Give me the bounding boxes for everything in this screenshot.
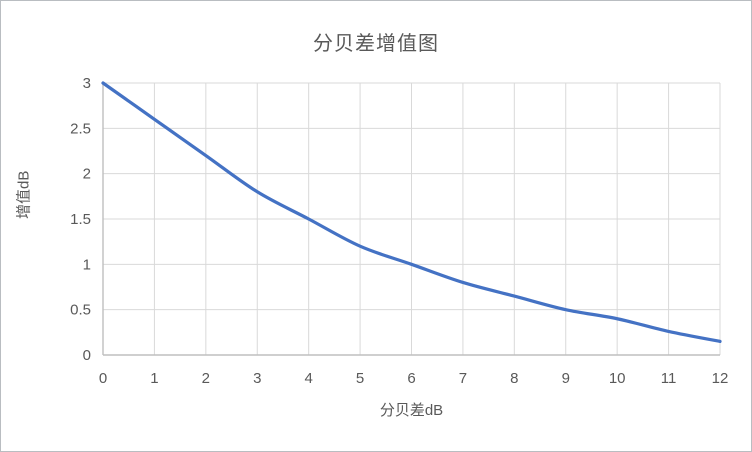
y-tick-label: 2.5 bbox=[70, 120, 91, 137]
x-tick-label: 11 bbox=[661, 370, 677, 387]
x-tick-label: 0 bbox=[99, 370, 107, 387]
x-tick-label: 7 bbox=[459, 370, 467, 387]
x-tick-label: 12 bbox=[712, 370, 729, 387]
y-axis-title-label: 增值dB bbox=[15, 170, 33, 219]
y-tick-label: 1.5 bbox=[70, 211, 91, 228]
x-tick-label: 9 bbox=[562, 370, 570, 387]
x-tick-label: 8 bbox=[510, 370, 518, 387]
x-tick-label: 2 bbox=[202, 370, 210, 387]
series-line bbox=[101, 81, 722, 344]
x-tick-label: 10 bbox=[609, 370, 626, 387]
x-axis-title: 分贝差dB bbox=[379, 402, 444, 419]
y-tick-label: 0.5 bbox=[70, 302, 91, 319]
y-tick-label: 1 bbox=[83, 256, 91, 273]
y-tick-label: 3 bbox=[83, 75, 91, 92]
y-tick-label: 0 bbox=[83, 347, 91, 364]
chart-title: 分贝差增值图 bbox=[313, 33, 439, 55]
x-tick-label: 4 bbox=[304, 370, 312, 387]
y-tick-label: 2 bbox=[83, 166, 91, 183]
x-tick-label: 3 bbox=[253, 370, 261, 387]
x-tick-label: 1 bbox=[150, 370, 158, 387]
x-tick-label: 6 bbox=[407, 370, 415, 387]
x-tick-label: 5 bbox=[356, 370, 364, 387]
